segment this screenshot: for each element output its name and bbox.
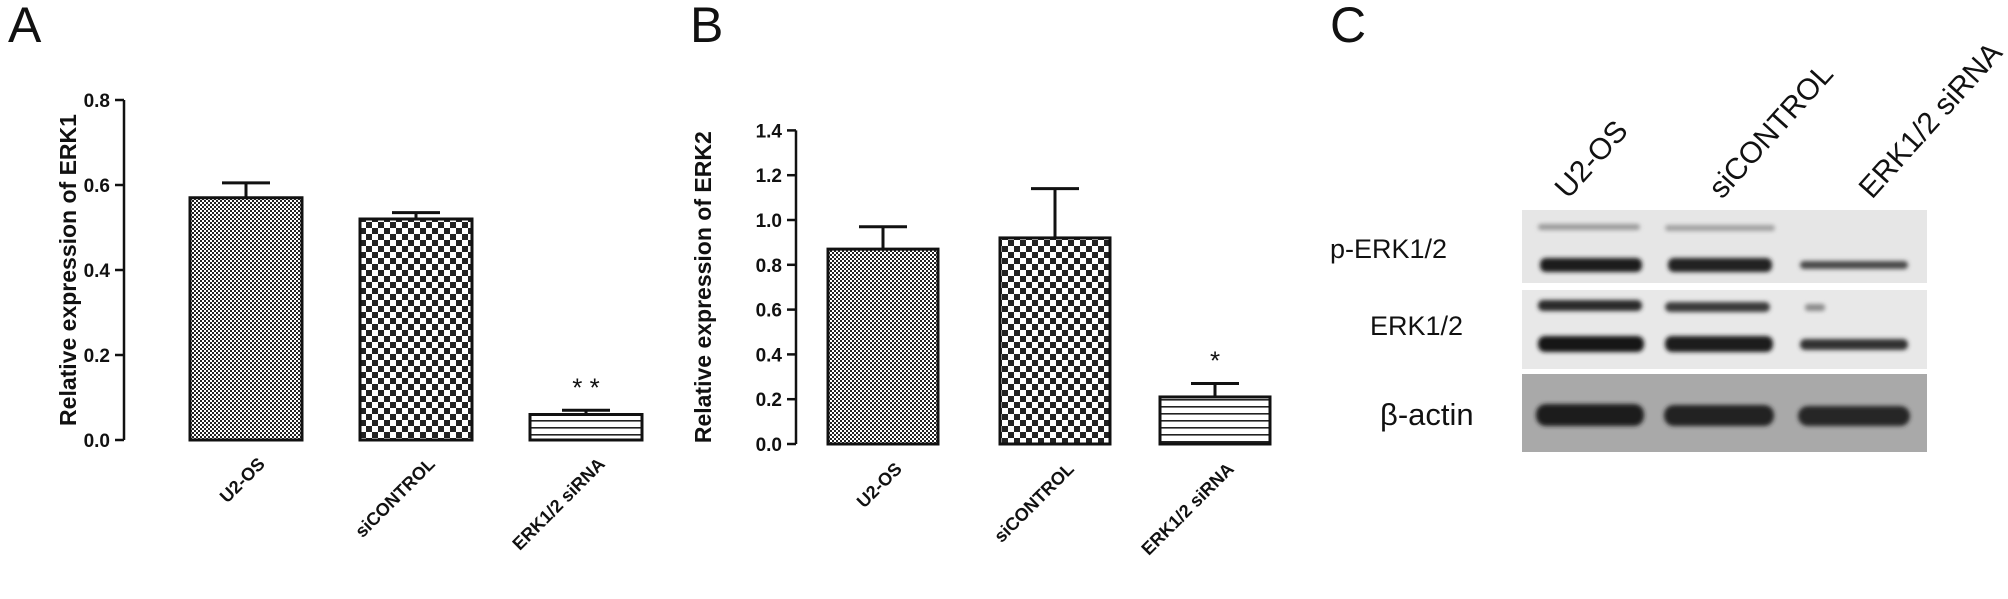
y-axis-title: Relative expression of ERK1	[55, 114, 81, 426]
y-tick-label: 1.2	[756, 166, 782, 187]
blot-lane-label: ERK1/2 siRNA	[1853, 36, 2008, 204]
category-label: ERK1/2 siRNA	[1137, 459, 1237, 559]
blot-band	[1665, 302, 1770, 312]
category-label: siCONTROL	[351, 454, 439, 542]
y-tick-label: 0.8	[84, 91, 110, 112]
bar	[188, 196, 304, 442]
blot-band	[1664, 405, 1774, 426]
blot-band	[1665, 225, 1775, 231]
bar	[998, 236, 1112, 446]
y-tick-label: 0.0	[84, 431, 110, 452]
blot-band	[1540, 258, 1642, 272]
blot-band	[1800, 339, 1908, 350]
blot-band	[1536, 404, 1644, 426]
y-tick-label: 0.2	[756, 390, 782, 411]
bar	[1158, 395, 1272, 446]
y-tick-label: 0.0	[756, 435, 782, 456]
blot-band	[1538, 224, 1640, 230]
bar	[358, 217, 474, 442]
y-tick-label: 0.6	[84, 176, 110, 197]
y-tick-label: 0.8	[756, 256, 782, 277]
western-blot: U2-OS siCONTROL ERK1/2 siRNA p-ERK1/2 ER…	[1330, 36, 2008, 452]
blot-row-label: p-ERK1/2	[1330, 234, 1447, 264]
significance-label: * *	[572, 372, 599, 402]
y-axis-title: Relative expression of ERK2	[690, 131, 716, 443]
blot-lane-label: siCONTROL	[1703, 57, 1840, 204]
y-tick-label: 0.6	[756, 301, 782, 322]
bar	[528, 413, 644, 442]
blot-band	[1665, 336, 1773, 352]
blot-row-label: ERK1/2	[1370, 311, 1463, 341]
bar	[826, 247, 940, 446]
y-tick-label: 0.4	[756, 345, 783, 366]
significance-label: *	[1210, 346, 1220, 376]
y-tick-label: 1.0	[756, 211, 782, 232]
blot-band	[1668, 258, 1772, 272]
blot-band	[1538, 336, 1644, 352]
panel-letter-a: A	[8, 0, 42, 53]
y-tick-label: 0.4	[84, 261, 111, 282]
blot-band	[1805, 304, 1825, 311]
blot-band	[1538, 300, 1642, 311]
category-label: U2-OS	[216, 454, 269, 507]
blot-row-label: β-actin	[1380, 397, 1474, 432]
category-label: siCONTROL	[990, 459, 1078, 547]
blot-lane-label: U2-OS	[1549, 114, 1635, 204]
y-tick-label: 1.4	[756, 121, 783, 142]
blot-band	[1800, 261, 1908, 269]
category-label: U2-OS	[853, 459, 906, 512]
y-tick-label: 0.2	[84, 346, 110, 367]
panel-letter-b: B	[690, 0, 724, 53]
category-label: ERK1/2 siRNA	[508, 454, 608, 554]
blot-strip	[1522, 210, 1927, 283]
blot-band	[1798, 406, 1910, 426]
panel-letter-c: C	[1330, 0, 1367, 53]
chart-b: 0.0 0.2 0.4 0.6 0.8 1.0 1.2 1.4 Relative express…	[690, 121, 1272, 559]
